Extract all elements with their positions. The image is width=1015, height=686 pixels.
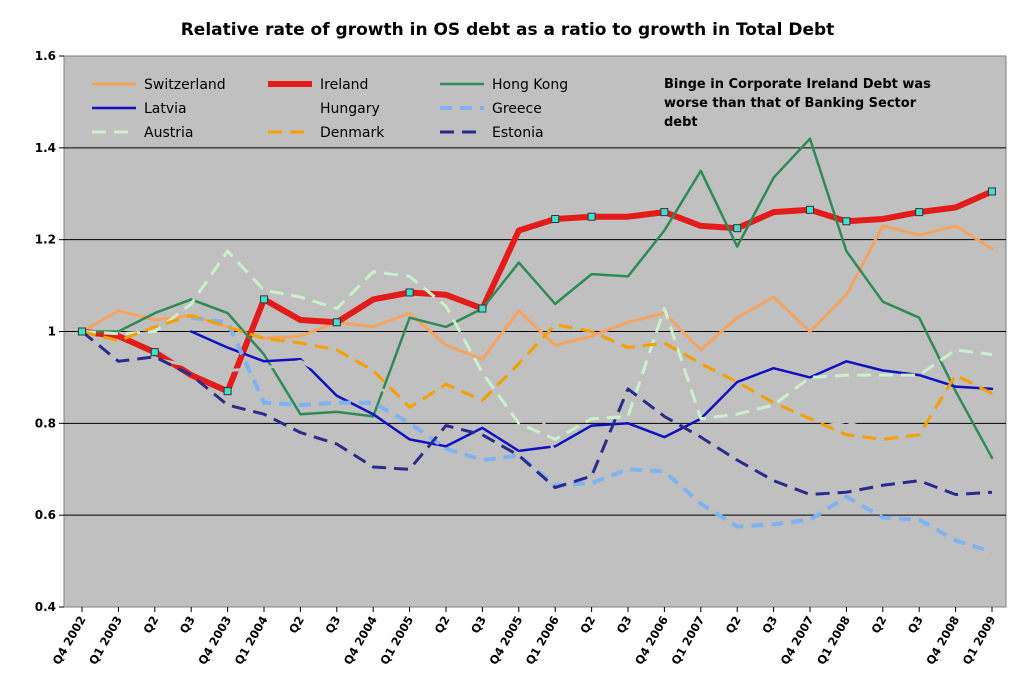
ireland-data-point (842, 217, 851, 226)
legend-label-latvia: Latvia (144, 101, 187, 117)
x-tick-label: Q1 2004 (232, 614, 271, 668)
series-line-hungary (80, 330, 994, 487)
legend-label-estonia: Estonia (492, 125, 544, 141)
ireland-data-point (733, 224, 742, 233)
x-tick-label: Q4 2006 (632, 614, 671, 668)
x-tick-label: Q4 2002 (50, 614, 89, 668)
x-tick-label: Q1 2007 (668, 614, 707, 668)
x-tick-label: Q4 2008 (923, 614, 962, 668)
x-tick-label: Q3 (322, 614, 343, 636)
x-tick-label: Q1 2003 (86, 614, 125, 668)
ireland-data-point (806, 205, 814, 214)
ireland-data-point (551, 215, 560, 224)
x-tick-label: Q2 (723, 614, 744, 636)
ireland-data-point (915, 208, 924, 217)
series-line-ireland (79, 188, 995, 395)
y-tick-label: 1.2 (35, 233, 56, 247)
series-line-greece (190, 315, 993, 554)
x-tick-label: Q4 2005 (486, 614, 525, 668)
series-line-austria (81, 249, 993, 441)
y-tick-label: 1.4 (35, 141, 56, 155)
series-line-hong-kong (80, 137, 994, 460)
x-tick-label: Q3 (759, 614, 780, 636)
x-tick-label: Q2 (140, 614, 161, 636)
series-line-latvia (189, 330, 994, 453)
ireland-data-point (988, 187, 996, 196)
chart-title: Relative rate of growth in OS debt as a … (180, 20, 835, 40)
x-tick-label: Q3 (905, 614, 926, 636)
x-tick-label: Q4 2003 (195, 614, 234, 668)
legend-label-switzerland: Switzerland (144, 77, 226, 93)
x-tick-label: Q4 2004 (341, 614, 380, 668)
y-tick-label: 1.6 (35, 49, 56, 63)
x-tick-label: Q2 (432, 614, 453, 636)
ireland-data-point (150, 348, 159, 357)
x-tick-label: Q2 (577, 614, 598, 636)
ireland-data-point (478, 304, 487, 313)
ireland-data-point (332, 318, 341, 327)
x-tick-label: Q1 2006 (523, 614, 562, 668)
annotation-line: Binge in Corporate Ireland Debt was (664, 77, 931, 92)
legend-label-ireland: Ireland (320, 77, 368, 93)
ireland-data-point (587, 212, 596, 221)
legend-label-hong-kong: Hong Kong (492, 77, 568, 93)
x-tick-label: Q1 2005 (377, 614, 416, 668)
y-tick-label: 0.6 (35, 508, 56, 522)
x-tick-label: Q3 (177, 614, 198, 636)
ireland-data-point (223, 387, 232, 396)
legend-label-denmark: Denmark (320, 125, 385, 141)
legend-label-austria: Austria (144, 125, 193, 141)
x-tick-label: Q3 (468, 614, 489, 636)
x-tick-label: Q4 2007 (778, 614, 817, 668)
annotation-line: worse than that of Banking Sector (664, 96, 917, 111)
ireland-data-point (405, 288, 414, 297)
x-tick-label: Q2 (286, 614, 307, 636)
x-tick-label: Q1 2008 (814, 614, 853, 668)
y-tick-label: 0.4 (35, 600, 56, 614)
series-line-estonia (81, 330, 993, 496)
ireland-data-point (78, 327, 86, 336)
y-tick-label: 0.8 (35, 416, 56, 430)
x-tick-label: Q2 (868, 614, 889, 636)
series-line-denmark (81, 313, 993, 441)
legend-label-hungary: Hungary (320, 101, 380, 117)
x-tick-label: Q1 2009 (960, 614, 999, 668)
y-tick-label: 1 (48, 325, 56, 339)
annotation-line: debt (664, 115, 698, 130)
legend-label-greece: Greece (492, 101, 542, 117)
ireland-data-point (660, 208, 669, 217)
ireland-data-point (260, 295, 268, 304)
x-tick-label: Q3 (614, 614, 635, 636)
